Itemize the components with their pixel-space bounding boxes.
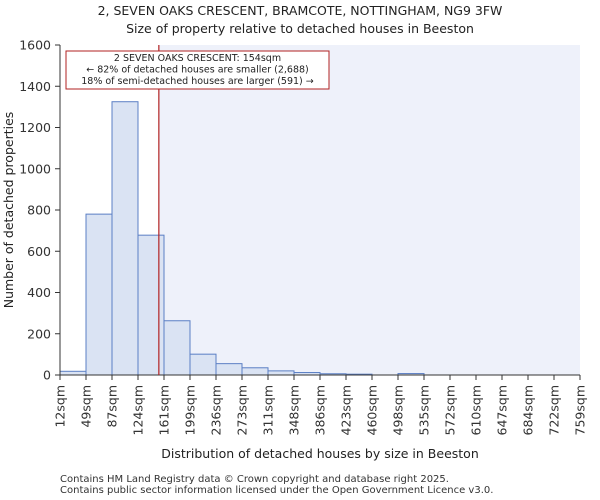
x-axis-label: Distribution of detached houses by size …: [161, 446, 479, 461]
x-tick-label: 684sqm: [521, 385, 536, 435]
bar-161sqm: [163, 320, 191, 376]
bar-273sqm: [241, 367, 269, 376]
x-tick-label: 423sqm: [339, 385, 354, 435]
footer-licence: Contains public sector information licen…: [60, 485, 494, 496]
bar-49sqm: [85, 213, 113, 376]
x-tick-label: 161sqm: [157, 385, 172, 435]
highlight-region: [158, 45, 580, 375]
x-tick-label: 49sqm: [79, 385, 94, 428]
x-tick-label: 199sqm: [183, 385, 198, 435]
bar-12sqm: [59, 370, 87, 376]
x-tick-label: 236sqm: [209, 385, 224, 435]
annotation-line-1: 2 SEVEN OAKS CRESCENT: 154sqm: [114, 53, 281, 64]
x-tick-label: 87sqm: [105, 385, 120, 428]
y-tick-label: 400: [27, 285, 51, 300]
x-tick-label: 348sqm: [287, 385, 302, 435]
x-tick-label: 124sqm: [131, 385, 146, 435]
bar-236sqm: [215, 363, 243, 376]
y-tick-label: 1400: [19, 79, 51, 94]
chart-title: 2, SEVEN OAKS CRESCENT, BRAMCOTE, NOTTIN…: [97, 3, 503, 18]
bar-199sqm: [189, 353, 217, 376]
x-tick-label: 610sqm: [469, 385, 484, 435]
x-tick-label: 647sqm: [495, 385, 510, 435]
y-tick-label: 800: [27, 203, 51, 218]
annotation-box: [65, 50, 330, 90]
y-tick-label: 200: [27, 326, 51, 341]
y-tick-label: 1600: [19, 38, 51, 53]
x-tick-label: 12sqm: [53, 385, 68, 428]
y-tick-label: 1200: [19, 120, 51, 135]
x-tick-label: 460sqm: [365, 385, 380, 435]
footer-copyright: Contains HM Land Registry data © Crown c…: [60, 474, 449, 485]
x-tick-label: 386sqm: [313, 385, 328, 435]
y-tick-label: 600: [27, 244, 51, 259]
x-tick-label: 311sqm: [261, 385, 276, 435]
chart-subtitle: Size of property relative to detached ho…: [126, 21, 474, 36]
bar-124sqm: [137, 234, 165, 376]
x-tick-label: 273sqm: [235, 385, 250, 435]
x-tick-label: 572sqm: [443, 385, 458, 435]
y-axis-label: Number of detached properties: [1, 112, 16, 309]
annotation-line-3: 18% of semi-detached houses are larger (…: [81, 76, 314, 87]
x-tick-label: 498sqm: [391, 385, 406, 435]
x-tick-label: 535sqm: [417, 385, 432, 435]
annotation-line-2: ← 82% of detached houses are smaller (2,…: [86, 65, 309, 76]
bar-311sqm: [267, 370, 295, 376]
bar-87sqm: [111, 101, 139, 376]
y-tick-label: 0: [43, 368, 51, 383]
x-tick-label: 722sqm: [547, 385, 562, 435]
y-tick-label: 1000: [19, 161, 51, 176]
x-tick-label: 759sqm: [573, 385, 588, 435]
